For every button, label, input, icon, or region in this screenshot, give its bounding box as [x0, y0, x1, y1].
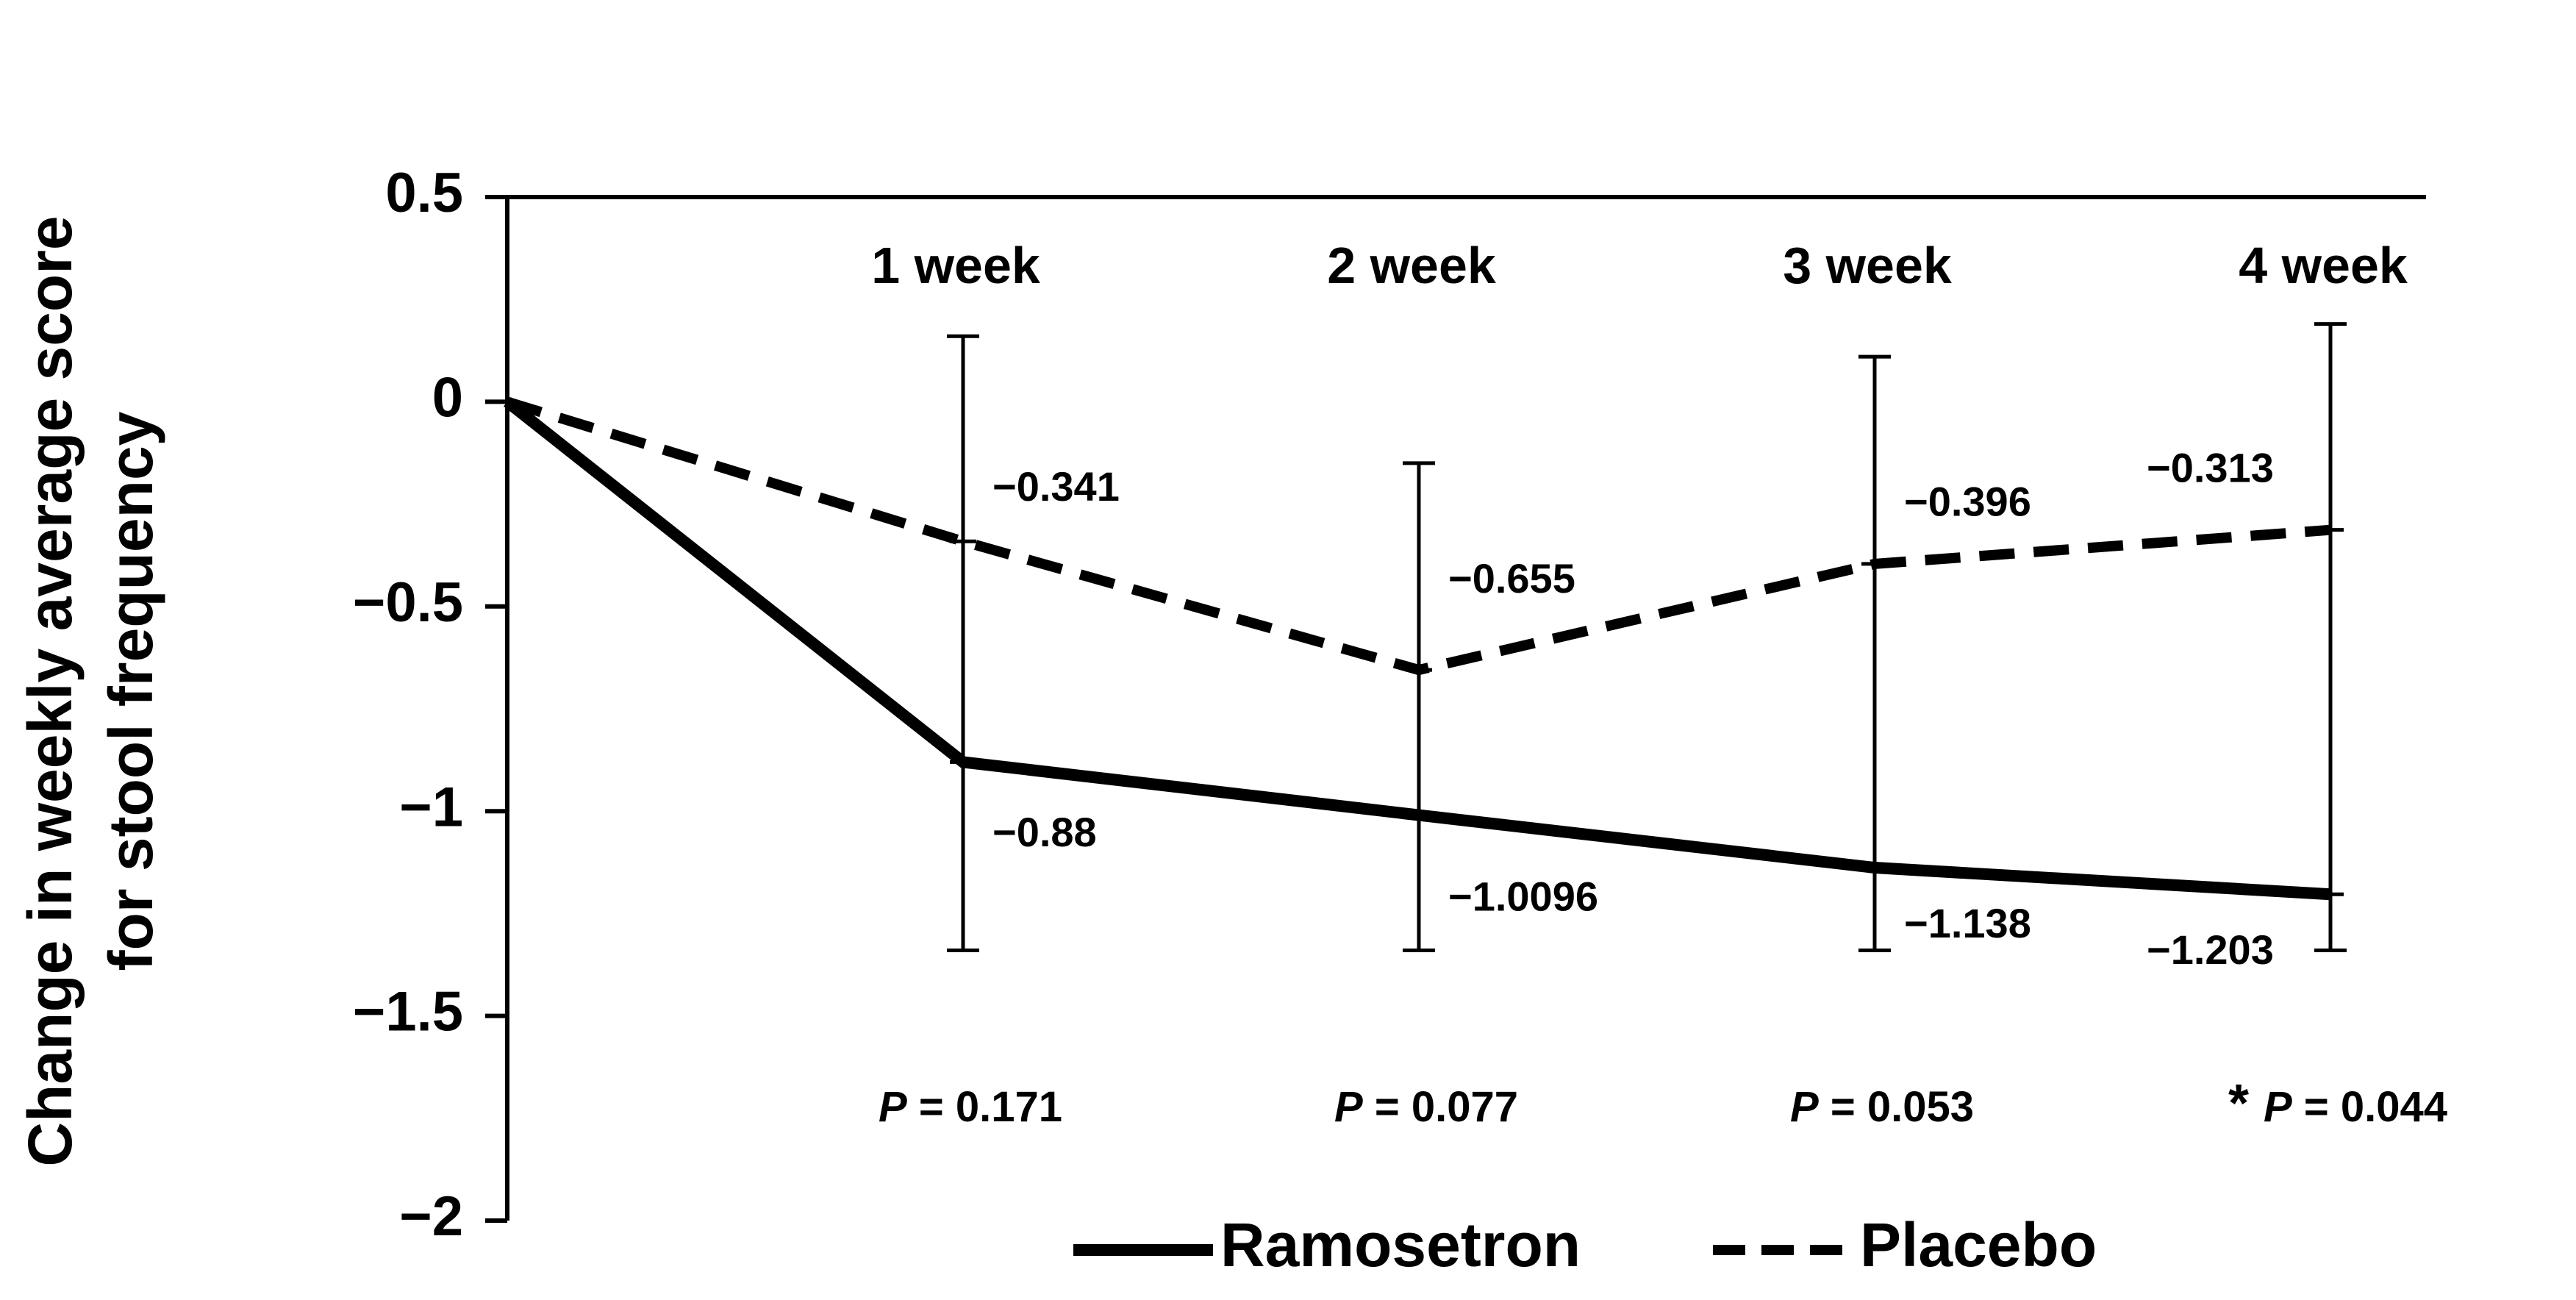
week-label: 3 week — [1783, 237, 1952, 294]
data-label-ramosetron: −0.88 — [992, 809, 1097, 855]
week-label: 1 week — [871, 237, 1040, 294]
p-values: P = 0.171 P = 0.077 P = 0.053 * P = 0.044 — [879, 1074, 2447, 1133]
p-value-label: P = 0.171 — [879, 1083, 1062, 1131]
data-label-ramosetron: −1.0096 — [1448, 873, 1598, 919]
p-value-label: P = 0.053 — [1790, 1083, 1974, 1131]
y-tick-label: −1 — [399, 776, 463, 838]
error-bars — [947, 322, 2347, 953]
data-label-placebo: −0.341 — [992, 463, 1120, 510]
series-line-placebo — [505, 396, 2331, 676]
legend-label-ramosetron: Ramosetron — [1220, 1210, 1581, 1279]
axes: 0.5 0 −0.5 −1 −1.5 −2 — [353, 162, 2426, 1248]
y-axis-label: Change in weekly average score for stool … — [15, 215, 165, 1166]
data-labels: −0.88 −1.0096 −1.138 −1.203 −0.341 −0.655 −0.3… — [992, 444, 2274, 973]
week-label: 2 week — [1327, 237, 1496, 294]
p-value-label: P = 0.077 — [1334, 1083, 1518, 1131]
data-label-ramosetron: −1.138 — [1904, 900, 2031, 946]
y-tick-label: −2 — [399, 1185, 463, 1248]
data-label-placebo: −0.396 — [1904, 479, 2031, 525]
data-label-placebo: −0.313 — [2147, 444, 2274, 490]
p-value-label: * P = 0.044 — [2228, 1074, 2447, 1133]
y-tick-label: 0.5 — [385, 162, 463, 224]
week-label: 4 week — [2239, 237, 2408, 294]
legend-label-placebo: Placebo — [1860, 1210, 2097, 1279]
week-labels: 1 week 2 week 3 week 4 week — [871, 237, 2408, 294]
y-tick-label: 0 — [432, 366, 463, 429]
legend: Ramosetron Placebo — [1073, 1210, 2097, 1279]
series-lines — [504, 396, 2331, 901]
data-label-placebo: −0.655 — [1448, 555, 1575, 601]
series-line-ramosetron — [504, 397, 2331, 901]
y-tick-label: −0.5 — [353, 571, 463, 634]
y-axis-label-line: Change in weekly average score — [15, 215, 85, 1166]
y-axis-label-line: for stool frequency — [96, 411, 165, 971]
data-label-ramosetron: −1.203 — [2147, 926, 2274, 973]
y-tick-label: −1.5 — [353, 981, 463, 1043]
